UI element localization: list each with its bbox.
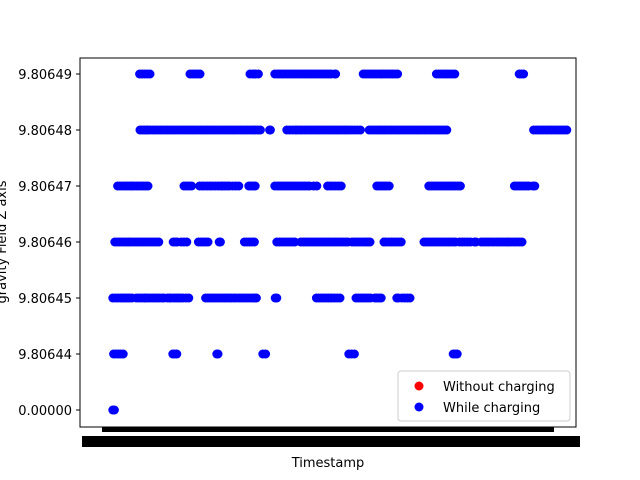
data-point: [562, 125, 572, 135]
data-point: [519, 69, 529, 79]
y-axis: 0.00000 9.80644 9.80645 9.80646 9.80647 9.806…: [18, 68, 80, 419]
data-point: [143, 181, 153, 191]
x-axis-label: Timestamp: [291, 456, 365, 471]
data-point: [265, 125, 275, 135]
data-point: [272, 293, 282, 303]
x-tick-marks: [102, 427, 554, 432]
legend-box: [397, 370, 571, 422]
x-tick-labels-overlap: [82, 436, 580, 447]
data-point: [250, 181, 260, 191]
data-point: [249, 237, 259, 247]
data-point: [335, 293, 345, 303]
data-point: [234, 181, 244, 191]
data-point: [393, 69, 403, 79]
data-point: [203, 237, 213, 247]
data-point: [187, 181, 197, 191]
data-point: [517, 237, 527, 247]
y-tick-label: 9.80644: [18, 348, 72, 363]
data-point: [109, 405, 119, 415]
data-point: [312, 181, 322, 191]
data-point: [336, 181, 346, 191]
data-points: [108, 69, 572, 415]
data-point: [442, 125, 452, 135]
y-tick-label: 0.00000: [18, 404, 72, 419]
data-point: [195, 69, 205, 79]
data-point: [405, 293, 415, 303]
y-tick-label: 9.80648: [18, 124, 72, 139]
legend-label-without-charging: Without charging: [443, 380, 555, 395]
legend-marker-while-charging: [414, 402, 424, 412]
data-point: [213, 349, 223, 359]
y-tick-label: 9.80647: [18, 180, 72, 195]
y-axis-label: gravity Field Z axis: [0, 180, 10, 303]
data-point: [396, 237, 406, 247]
y-tick-label: 9.80645: [18, 292, 72, 307]
data-point: [365, 237, 375, 247]
data-point: [172, 349, 182, 359]
legend-marker-without-charging: [414, 381, 424, 391]
data-point: [355, 125, 365, 135]
data-point: [182, 237, 192, 247]
data-point: [376, 293, 386, 303]
x-axis-ticks: [82, 427, 580, 447]
data-point: [118, 349, 128, 359]
data-point: [455, 181, 465, 191]
data-point: [154, 237, 164, 247]
data-point: [255, 125, 265, 135]
data-point: [253, 69, 263, 79]
y-tick-label: 9.80646: [18, 236, 72, 251]
data-point: [384, 181, 394, 191]
data-point: [530, 181, 540, 191]
data-point: [261, 349, 271, 359]
data-point: [215, 237, 225, 247]
legend: Without charging While charging: [397, 370, 571, 422]
data-point: [331, 69, 341, 79]
data-point: [184, 293, 194, 303]
data-point: [450, 69, 460, 79]
data-point: [145, 69, 155, 79]
data-point: [452, 349, 462, 359]
legend-label-while-charging: While charging: [443, 401, 540, 416]
data-point: [251, 293, 261, 303]
data-point: [349, 349, 359, 359]
y-tick-label: 9.80649: [18, 68, 72, 83]
